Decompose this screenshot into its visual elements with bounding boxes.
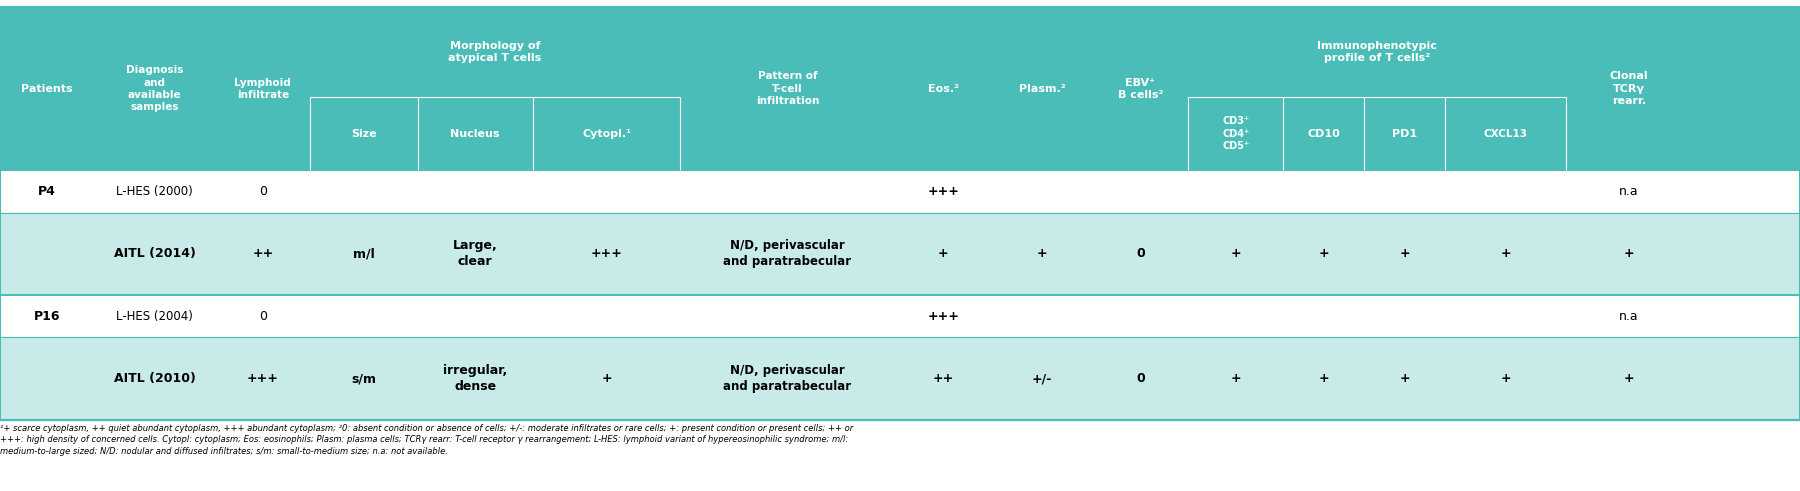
Text: +: + (1624, 372, 1634, 385)
Text: Pattern of
T-cell
infiltration: Pattern of T-cell infiltration (756, 71, 819, 106)
Text: +++: +++ (590, 247, 623, 260)
Text: +: + (1624, 247, 1634, 260)
Text: L-HES (2000): L-HES (2000) (117, 185, 193, 198)
Text: AITL (2010): AITL (2010) (113, 372, 196, 385)
Text: 0: 0 (259, 185, 266, 198)
Text: Size: Size (351, 129, 376, 138)
Text: Nucleus: Nucleus (450, 129, 500, 138)
Text: CD3⁺
CD4⁺
CD5⁺: CD3⁺ CD4⁺ CD5⁺ (1222, 116, 1249, 151)
Text: P4: P4 (38, 185, 56, 198)
Text: s/m: s/m (351, 372, 376, 385)
Text: CXCL13: CXCL13 (1483, 129, 1528, 138)
Bar (0, 7, 1800, 420)
Text: Clonal
TCRγ
rearr.: Clonal TCRγ rearr. (1609, 71, 1649, 106)
Text: 0: 0 (1136, 247, 1145, 260)
Bar (0, 7, 1800, 170)
Text: +: + (1400, 372, 1409, 385)
Text: ¹+ scarce cytoplasm, ++ quiet abundant cytoplasm, +++ abundant cytoplasm; ²0: ab: ¹+ scarce cytoplasm, ++ quiet abundant c… (0, 424, 853, 456)
Text: n.a: n.a (1620, 185, 1638, 198)
Text: +: + (1231, 247, 1240, 260)
Text: EBV⁺
B cells²: EBV⁺ B cells² (1118, 78, 1163, 100)
Bar (0, 213, 1800, 295)
Text: +: + (601, 372, 612, 385)
Text: Immunophenotypic
profile of T cells²: Immunophenotypic profile of T cells² (1318, 41, 1436, 63)
Text: +: + (1319, 247, 1328, 260)
Text: Plasm.²: Plasm.² (1019, 84, 1066, 94)
Text: P16: P16 (34, 310, 59, 323)
Text: Diagnosis
and
available
samples: Diagnosis and available samples (126, 65, 184, 112)
Text: m/l: m/l (353, 247, 374, 260)
Text: +/-: +/- (1031, 372, 1053, 385)
Text: Cytopl.¹: Cytopl.¹ (581, 129, 632, 138)
Text: +: + (1037, 247, 1048, 260)
Text: +++: +++ (247, 372, 279, 385)
Bar (0, 337, 1800, 420)
Text: +: + (1231, 372, 1240, 385)
Text: 0: 0 (259, 310, 266, 323)
Text: Large,
clear: Large, clear (454, 239, 497, 268)
Text: ++: ++ (932, 372, 954, 385)
Text: Eos.²: Eos.² (927, 84, 959, 94)
Text: irregular,
dense: irregular, dense (443, 364, 508, 393)
Bar (0, 170, 1800, 213)
Text: Lymphoid
infiltrate: Lymphoid infiltrate (234, 78, 292, 100)
Bar (0, 295, 1800, 337)
Text: 0: 0 (1136, 372, 1145, 385)
Text: +++: +++ (927, 310, 959, 323)
Text: Morphology of
atypical T cells: Morphology of atypical T cells (448, 41, 542, 63)
Text: L-HES (2004): L-HES (2004) (117, 310, 193, 323)
Text: n.a: n.a (1620, 310, 1638, 323)
Text: +++: +++ (927, 185, 959, 198)
Text: ++: ++ (252, 247, 274, 260)
Text: N/D, perivascular
and paratrabecular: N/D, perivascular and paratrabecular (724, 364, 851, 393)
Text: N/D, perivascular
and paratrabecular: N/D, perivascular and paratrabecular (724, 239, 851, 268)
Text: CD10: CD10 (1307, 129, 1341, 138)
Text: Patients: Patients (22, 84, 72, 94)
Text: +: + (1501, 247, 1510, 260)
Text: PD1: PD1 (1393, 129, 1417, 138)
Text: +: + (938, 247, 949, 260)
Text: +: + (1501, 372, 1510, 385)
Text: +: + (1319, 372, 1328, 385)
Text: +: + (1400, 247, 1409, 260)
Text: AITL (2014): AITL (2014) (113, 247, 196, 260)
